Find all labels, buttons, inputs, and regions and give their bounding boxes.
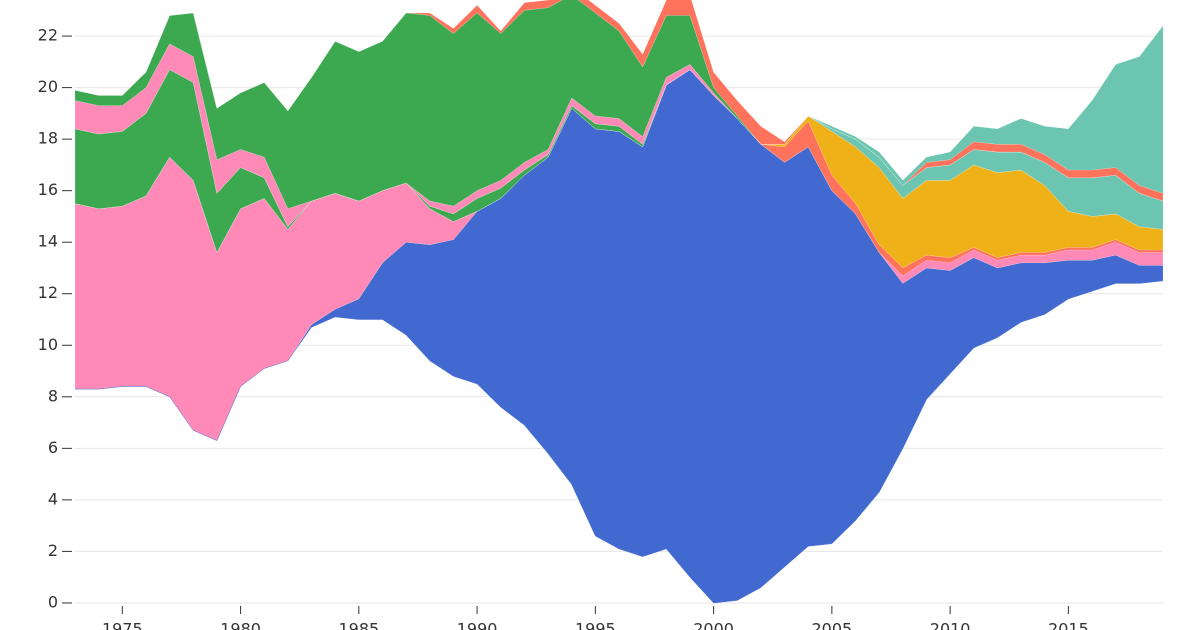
y-tick-label: 2 [48, 541, 58, 560]
y-tick-label: 0 [48, 592, 58, 611]
y-tick-label: 4 [48, 489, 58, 508]
y-tick-label: 8 [48, 386, 58, 405]
x-tick-label: 2000 [693, 620, 734, 630]
x-tick-label: 1990 [457, 620, 498, 630]
x-tick-label: 2010 [930, 620, 971, 630]
y-tick-label: 22 [38, 26, 58, 45]
x-tick-label: 1995 [575, 620, 616, 630]
x-tick-label: 1985 [338, 620, 379, 630]
y-tick-label: 10 [38, 335, 58, 354]
y-tick-label: 14 [38, 232, 58, 251]
y-tick-label: 6 [48, 438, 58, 457]
x-tick-label: 1980 [220, 620, 261, 630]
baseline [75, 280, 1164, 604]
y-tick-label: 18 [38, 129, 58, 148]
x-tick-label: 1975 [102, 620, 143, 630]
y-tick-label: 12 [38, 283, 58, 302]
x-tick-label: 2005 [812, 620, 853, 630]
y-tick-label: 20 [38, 77, 58, 96]
x-tick-label: 2015 [1048, 620, 1089, 630]
stream-layer [74, 0, 1164, 194]
y-tick-label: 16 [38, 180, 58, 199]
